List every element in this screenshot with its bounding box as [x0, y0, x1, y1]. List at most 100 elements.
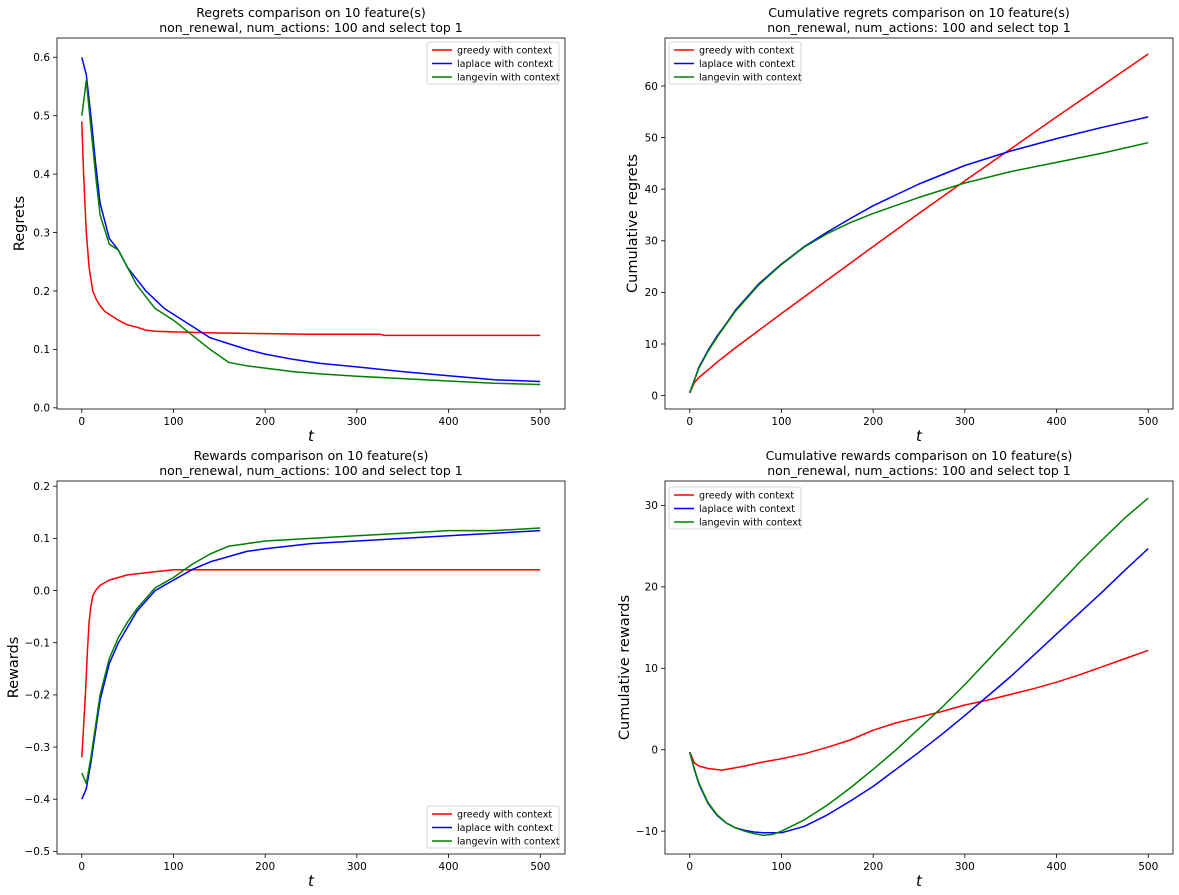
cumulative-regrets-x-axis-label: t [916, 427, 923, 445]
cumulative-rewards-legend-label-laplace: laplace with context [699, 504, 795, 515]
regrets-y-tick-label: 0.6 [33, 52, 50, 64]
regrets-y-tick-label: 0.2 [33, 286, 50, 298]
regrets-x-axis-label: t [308, 427, 315, 445]
cumulative-regrets-legend-box [668, 41, 802, 85]
regrets-x-tick-label: 0 [78, 416, 85, 428]
regrets-x-tick-label: 400 [439, 416, 459, 428]
cumulative-regrets-x-tick-label: 200 [863, 416, 883, 428]
regrets-legend-box [426, 41, 560, 85]
cumulative-rewards-y-axis-label: Cumulative rewards [617, 595, 633, 740]
rewards-y-tick-label: 0.0 [33, 585, 50, 597]
cumulative-rewards-subtitle: non_renewal, num_actions: 100 and select… [767, 463, 1071, 478]
regrets-y-axis-label: Regrets [12, 196, 28, 251]
cumulative-regrets-x-tick-label: 300 [955, 416, 975, 428]
rewards-legend-label-laplace: laplace with context [457, 823, 553, 834]
cumulative-regrets-legend: greedy with context laplace with context l… [668, 41, 802, 85]
cumulative-rewards-x-tick-label: 200 [863, 861, 883, 873]
regrets-legend-label-langevin: langevin with context [457, 72, 560, 83]
cumulative-rewards-chart: Cumulative rewards comparison on 10 feat… [617, 448, 1174, 890]
regrets-x-tick-label: 100 [163, 416, 183, 428]
cumulative-regrets-y-tick-label: 60 [645, 81, 658, 93]
rewards-y-tick-label: −0.4 [25, 794, 51, 806]
rewards-title: Rewards comparison on 10 feature(s) [194, 448, 429, 463]
regrets-y-tick-label: 0.0 [33, 403, 50, 415]
cumulative-rewards-series-greedy-line [689, 649, 1149, 771]
cumulative-rewards-series-laplace-line [689, 548, 1149, 834]
cumulative-regrets-y-tick-label: 50 [645, 132, 658, 144]
rewards-x-tick-label: 200 [255, 861, 275, 873]
regrets-legend-label-greedy: greedy with context [457, 45, 552, 56]
cumulative-rewards-x-axis-label: t [916, 872, 923, 890]
cumulative-regrets-y-axis-label: Cumulative regrets [625, 154, 641, 293]
rewards-chart: Rewards comparison on 10 feature(s)non_r… [6, 448, 566, 890]
regrets-chart: Regrets comparison on 10 feature(s)non_r… [12, 5, 566, 445]
rewards-x-tick-label: 100 [163, 861, 183, 873]
cumulative-rewards-y-tick-label: −10 [636, 826, 658, 838]
regrets-subtitle: non_renewal, num_actions: 100 and select… [159, 20, 463, 35]
cumulative-rewards-x-tick-label: 500 [1138, 861, 1158, 873]
rewards-y-tick-label: −0.5 [25, 846, 51, 858]
cumulative-rewards-legend-label-greedy: greedy with context [699, 490, 794, 501]
rewards-y-tick-label: −0.3 [25, 742, 51, 754]
regrets-axes-frame [56, 37, 566, 410]
cumulative-regrets-title: Cumulative regrets comparison on 10 feat… [768, 5, 1070, 20]
regrets-title: Regrets comparison on 10 feature(s) [196, 5, 425, 20]
rewards-series-langevin-line [81, 527, 541, 785]
cumulative-rewards-y-tick-label: 0 [651, 745, 658, 757]
regrets-series-laplace-line [81, 57, 541, 383]
cumulative-regrets-legend-label-langevin: langevin with context [699, 72, 802, 83]
rewards-legend: greedy with context laplace with context l… [426, 805, 560, 849]
rewards-x-axis-label: t [308, 872, 315, 890]
cumulative-regrets-series-greedy-line [689, 53, 1149, 394]
rewards-y-tick-label: 0.1 [33, 533, 50, 545]
regrets-y-tick-label: 0.3 [33, 227, 50, 239]
rewards-y-axis-label: Rewards [6, 637, 22, 699]
rewards-y-tick-label: 0.2 [33, 481, 50, 493]
regrets-y-tick-label: 0.4 [33, 169, 50, 181]
rewards-series-greedy-line [81, 568, 541, 758]
cumulative-regrets-legend-label-greedy: greedy with context [699, 45, 794, 56]
cumulative-rewards-series-langevin-line [689, 497, 1149, 837]
cumulative-rewards-y-tick-label: 20 [645, 582, 658, 594]
cumulative-regrets-subtitle: non_renewal, num_actions: 100 and select… [767, 20, 1071, 35]
rewards-x-tick-label: 400 [439, 861, 459, 873]
regrets-x-tick-label: 500 [530, 416, 550, 428]
cumulative-rewards-x-tick-label: 400 [1047, 861, 1067, 873]
cumulative-regrets-chart: Cumulative regrets comparison on 10 feat… [625, 5, 1174, 445]
cumulative-rewards-y-tick-label: 10 [645, 663, 658, 675]
regrets-y-tick-label: 0.5 [33, 111, 50, 123]
cumulative-rewards-legend-box [668, 486, 802, 530]
rewards-y-tick-label: −0.2 [25, 690, 51, 702]
regrets-legend: greedy with context laplace with context l… [426, 41, 560, 85]
cumulative-regrets-series-langevin-line [689, 141, 1149, 394]
cumulative-rewards-axes-frame [664, 480, 1174, 855]
rewards-x-tick-label: 0 [78, 861, 85, 873]
rewards-legend-label-langevin: langevin with context [457, 836, 560, 847]
rewards-series-laplace-line [81, 529, 541, 800]
rewards-legend-box [426, 805, 560, 849]
regrets-series-langevin-line [81, 79, 541, 386]
regrets-series-greedy-line [81, 121, 541, 337]
cumulative-regrets-axes-frame [664, 37, 1174, 410]
cumulative-regrets-x-tick-label: 100 [771, 416, 791, 428]
cumulative-regrets-y-tick-label: 40 [645, 184, 658, 196]
cumulative-rewards-title: Cumulative rewards comparison on 10 feat… [766, 448, 1073, 463]
cumulative-regrets-x-tick-label: 500 [1138, 416, 1158, 428]
rewards-x-tick-label: 300 [347, 861, 367, 873]
rewards-axes-frame [56, 480, 566, 855]
rewards-y-tick-label: −0.1 [25, 638, 51, 650]
cumulative-regrets-y-tick-label: 20 [645, 287, 658, 299]
cumulative-rewards-y-tick-label: 30 [645, 500, 658, 512]
cumulative-regrets-y-tick-label: 10 [645, 339, 658, 351]
rewards-legend-label-greedy: greedy with context [457, 809, 552, 820]
cumulative-rewards-legend: greedy with context laplace with context l… [668, 486, 802, 530]
cumulative-regrets-x-tick-label: 0 [686, 416, 693, 428]
regrets-y-tick-label: 0.1 [33, 344, 50, 356]
cumulative-rewards-legend-label-langevin: langevin with context [699, 517, 802, 528]
regrets-legend-label-laplace: laplace with context [457, 59, 553, 70]
cumulative-regrets-y-tick-label: 0 [651, 390, 658, 402]
regrets-x-tick-label: 200 [255, 416, 275, 428]
cumulative-rewards-x-tick-label: 300 [955, 861, 975, 873]
rewards-subtitle: non_renewal, num_actions: 100 and select… [159, 463, 463, 478]
